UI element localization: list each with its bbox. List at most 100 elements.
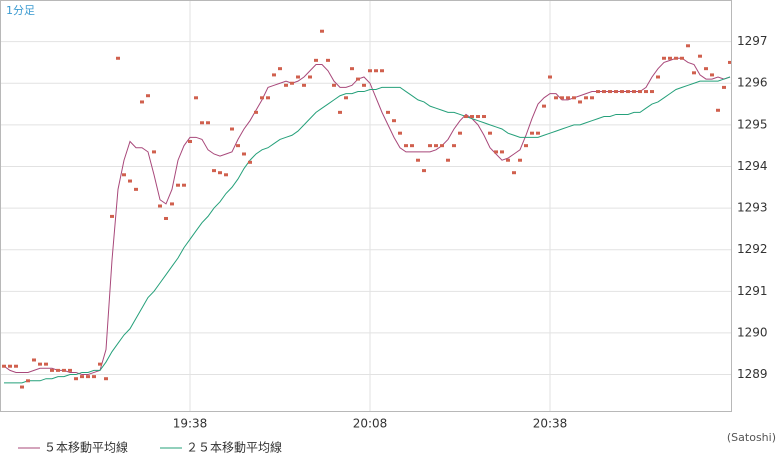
price-dot — [164, 216, 168, 220]
price-dot — [710, 73, 714, 77]
price-dot — [392, 119, 396, 123]
price-dot — [578, 100, 582, 104]
price-dot — [602, 90, 606, 94]
price-dot — [86, 375, 90, 379]
legend-label: ２５本移動平均線 — [186, 440, 282, 455]
price-dot — [614, 90, 618, 94]
price-dot — [548, 75, 552, 79]
price-dot — [128, 179, 132, 183]
price-dot — [110, 214, 114, 218]
price-dot — [398, 131, 402, 135]
price-dot — [722, 85, 726, 89]
x-tick-label: 20:38 — [533, 417, 568, 431]
price-dot — [314, 58, 318, 62]
price-dot — [524, 144, 528, 148]
legend-label: ５本移動平均線 — [44, 440, 128, 455]
price-dot — [638, 90, 642, 94]
price-dot — [470, 115, 474, 119]
price-dot — [92, 375, 96, 379]
price-dot — [488, 131, 492, 135]
price-dot — [62, 368, 66, 372]
price-dot — [146, 94, 150, 98]
y-tick-label: 1290 — [737, 325, 768, 339]
price-dot — [404, 144, 408, 148]
price-dot — [308, 75, 312, 79]
price-dot — [674, 56, 678, 60]
price-dot — [620, 90, 624, 94]
y-tick-label: 1294 — [737, 159, 768, 173]
price-dot — [632, 90, 636, 94]
y-tick-label: 1289 — [737, 367, 768, 381]
price-dot — [512, 171, 516, 175]
price-dot — [290, 81, 294, 85]
price-dot — [368, 69, 372, 73]
price-dot — [284, 83, 288, 87]
price-dot — [8, 364, 12, 368]
price-dot — [590, 96, 594, 100]
price-dot — [140, 100, 144, 104]
plot-border — [0, 0, 732, 412]
price-dot — [362, 83, 366, 87]
price-dot — [206, 121, 210, 125]
price-dot — [416, 158, 420, 162]
price-dot — [248, 160, 252, 164]
price-dot — [182, 183, 186, 187]
price-dot — [476, 115, 480, 119]
x-tick-label: 19:38 — [173, 417, 208, 431]
price-dot — [428, 144, 432, 148]
price-dot — [242, 152, 246, 156]
price-dot — [254, 110, 258, 114]
price-dot — [212, 169, 216, 173]
price-dot — [134, 187, 138, 191]
y-tick-label: 1291 — [737, 284, 768, 298]
price-dot — [98, 362, 102, 366]
price-dot — [338, 110, 342, 114]
price-dot — [644, 90, 648, 94]
price-dot — [176, 183, 180, 187]
price-dot — [662, 56, 666, 60]
price-dot — [626, 90, 630, 94]
chart-title: 1分足 — [6, 4, 35, 17]
moving-average-line — [4, 76, 731, 384]
y-tick-label: 1296 — [737, 76, 768, 90]
price-dot — [170, 202, 174, 206]
price-dot — [434, 144, 438, 148]
price-dot — [560, 96, 564, 100]
price-dot — [272, 73, 276, 77]
price-dot — [200, 121, 204, 125]
price-dot — [440, 144, 444, 148]
price-dot — [14, 364, 18, 368]
price-dot — [554, 96, 558, 100]
price-dot — [494, 150, 498, 154]
x-tick-label: 20:08 — [353, 417, 388, 431]
price-dot — [482, 115, 486, 119]
price-dot — [122, 173, 126, 177]
price-dot — [584, 96, 588, 100]
price-dot — [68, 368, 72, 372]
price-dot — [680, 56, 684, 60]
price-dot — [230, 127, 234, 131]
price-dot — [296, 75, 300, 79]
price-dot — [158, 204, 162, 208]
y-tick-label: 1293 — [737, 201, 768, 215]
price-dot — [464, 115, 468, 119]
price-dot — [500, 150, 504, 154]
price-dot — [698, 54, 702, 58]
price-dot — [422, 169, 426, 173]
price-dot — [320, 29, 324, 33]
price-dot — [326, 58, 330, 62]
price-dot — [266, 96, 270, 100]
price-dot — [518, 158, 522, 162]
price-dot — [236, 144, 240, 148]
price-dot — [224, 173, 228, 177]
price-dot — [344, 96, 348, 100]
price-dot — [278, 67, 282, 71]
price-dot — [260, 96, 264, 100]
price-dot — [356, 77, 360, 81]
price-dot — [410, 144, 414, 148]
price-dot — [704, 67, 708, 71]
price-dot — [542, 104, 546, 108]
price-dot — [596, 90, 600, 94]
